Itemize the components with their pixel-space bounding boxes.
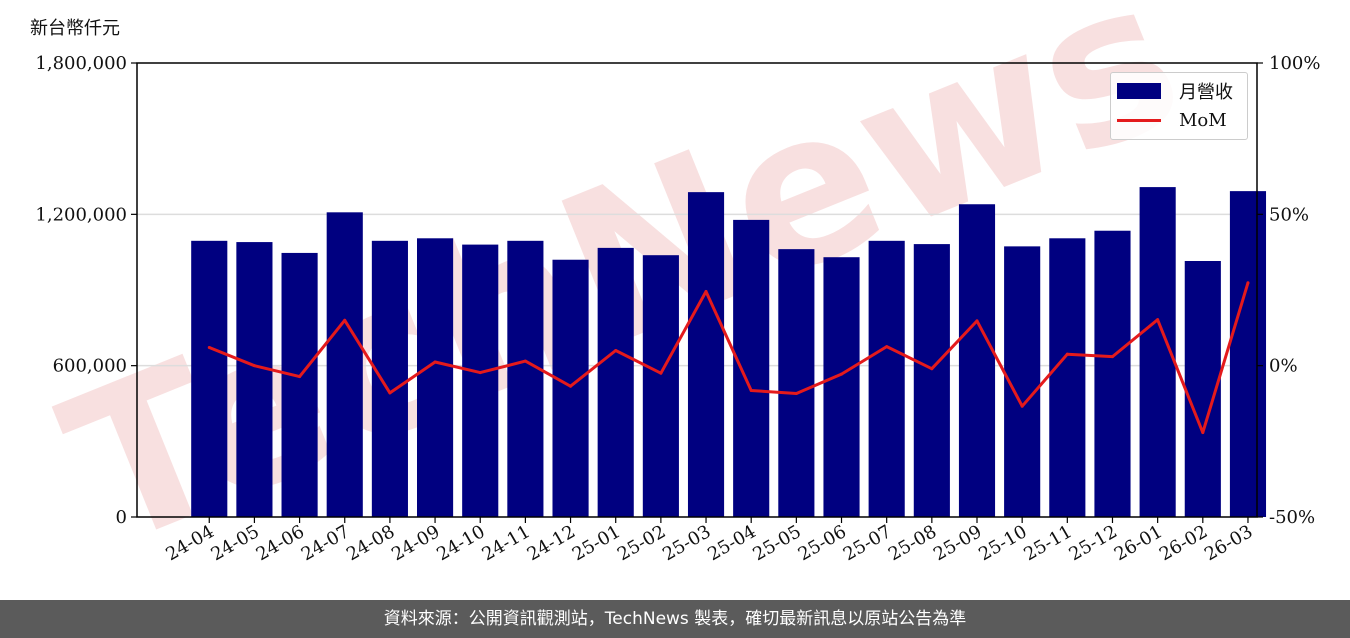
- bar-24-04: [191, 240, 228, 518]
- bar-24-11: [507, 240, 544, 518]
- mom-point-24-12: [569, 384, 573, 388]
- mom-line: [208, 282, 1250, 435]
- x-tick-label: 24-08: [343, 521, 398, 565]
- y-right-tick-labels: -50% 0% 50% 100%: [1257, 53, 1320, 528]
- bar-25-03: [687, 192, 725, 518]
- y-axis-unit-label: 新台幣仟元: [30, 18, 120, 39]
- mom-point-24-06: [298, 375, 302, 379]
- mom-point-25-12: [1110, 355, 1114, 359]
- x-tick-label: 25-06: [795, 521, 850, 565]
- mom-point-25-07: [885, 345, 889, 349]
- x-tick-label: 26-03: [1201, 521, 1256, 565]
- bar-24-09: [417, 238, 454, 518]
- mom-point-24-07: [343, 318, 347, 322]
- y-right-tick-label: 50%: [1269, 204, 1309, 225]
- bar-25-02: [642, 255, 679, 517]
- source-footer: 資料來源：公開資訊觀測站，TechNews 製表，確切最新訊息以原站公告為準: [0, 600, 1350, 638]
- x-tick-label: 25-09: [930, 521, 985, 565]
- x-tick-label: 24-07: [298, 521, 353, 565]
- legend-item-mom: MoM: [1117, 108, 1227, 132]
- mom-point-26-03: [1246, 281, 1250, 285]
- bar-25-05: [778, 249, 815, 517]
- mom-point-25-11: [1065, 352, 1069, 356]
- mom-point-25-10: [1020, 404, 1024, 408]
- mom-point-24-05: [252, 364, 256, 368]
- x-tick-label: 25-04: [704, 521, 759, 565]
- axes: [136, 62, 1258, 518]
- mom-point-25-05: [794, 392, 798, 396]
- revenue-chart: TechNews 24-0424-0524-0624-0724-0824-092…: [35, 0, 1320, 595]
- bar-25-07: [868, 240, 905, 518]
- bar-25-04: [733, 219, 770, 518]
- x-tick-label: 25-05: [749, 521, 804, 565]
- mom-point-24-09: [433, 360, 437, 364]
- legend-label-revenue: 月營收: [1179, 82, 1233, 103]
- mom-point-24-04: [207, 346, 211, 350]
- y-right-tick-label: 100%: [1269, 53, 1320, 74]
- legend-swatch-mom: [1117, 118, 1161, 122]
- y-left-tick-label: 1,800,000: [35, 53, 127, 74]
- bar-series-revenue: [191, 187, 1267, 518]
- line-series-mom: [207, 281, 1250, 435]
- mom-point-24-11: [523, 359, 527, 363]
- legend-item-revenue: 月營收: [1117, 79, 1233, 103]
- mom-point-25-04: [749, 388, 753, 392]
- x-tick-label: 25-08: [885, 521, 940, 565]
- x-tick-label: 25-11: [1020, 521, 1075, 565]
- mom-point-25-03: [704, 290, 708, 294]
- y-left-tick-label: 600,000: [53, 356, 127, 377]
- bar-24-07: [326, 212, 363, 517]
- bar-24-08: [371, 240, 408, 518]
- x-tick-label: 25-02: [614, 521, 669, 565]
- x-tick-label: 25-01: [569, 521, 624, 565]
- mom-point-25-02: [659, 371, 663, 375]
- bar-24-06: [281, 252, 318, 517]
- mom-point-25-06: [840, 372, 844, 376]
- x-tick-label: 24-11: [478, 521, 533, 565]
- bar-24-12: [552, 259, 589, 517]
- x-tick-label: 24-10: [433, 521, 488, 565]
- x-tick-label: 24-09: [388, 521, 443, 565]
- y-left-tick-label: 1,200,000: [35, 204, 127, 225]
- x-tick-label: 24-12: [524, 521, 579, 565]
- chart-legend: 月營收 MoM: [1110, 72, 1248, 140]
- mom-point-24-08: [388, 391, 392, 395]
- bar-25-12: [1094, 230, 1131, 517]
- bar-25-06: [823, 257, 860, 517]
- mom-point-26-02: [1201, 431, 1205, 435]
- bar-26-03: [1229, 191, 1267, 517]
- mom-point-25-09: [975, 319, 979, 323]
- x-tick-label: 25-12: [1066, 521, 1121, 565]
- bar-25-01: [597, 247, 634, 517]
- bar-24-05: [236, 242, 273, 518]
- x-tick-label: 26-02: [1156, 521, 1211, 565]
- mom-point-26-01: [1156, 318, 1160, 322]
- plot-frame: [136, 62, 1258, 518]
- x-tick-labels: 24-0424-0524-0624-0724-0824-0924-1024-11…: [162, 517, 1256, 565]
- x-tick-label: 25-03: [659, 521, 714, 565]
- bar-25-08: [913, 244, 950, 517]
- y-left-tick-labels: 0 600,000 1,200,000 1,800,000: [35, 53, 137, 528]
- bar-24-10: [462, 244, 499, 517]
- mom-point-25-08: [930, 367, 934, 371]
- x-tick-label: 25-10: [975, 521, 1030, 565]
- legend-label-mom: MoM: [1179, 109, 1227, 131]
- y-left-tick-label: 0: [116, 507, 127, 528]
- mom-point-25-01: [614, 349, 618, 353]
- x-tick-label: 26-01: [1111, 521, 1166, 565]
- x-tick-label: 25-07: [840, 521, 895, 565]
- y-right-tick-label: -50%: [1269, 507, 1315, 528]
- bar-25-11: [1049, 238, 1086, 518]
- y-right-tick-label: 0%: [1269, 356, 1298, 377]
- legend-swatch-revenue: [1117, 83, 1161, 99]
- mom-point-24-10: [478, 371, 482, 375]
- bar-25-09: [958, 204, 996, 517]
